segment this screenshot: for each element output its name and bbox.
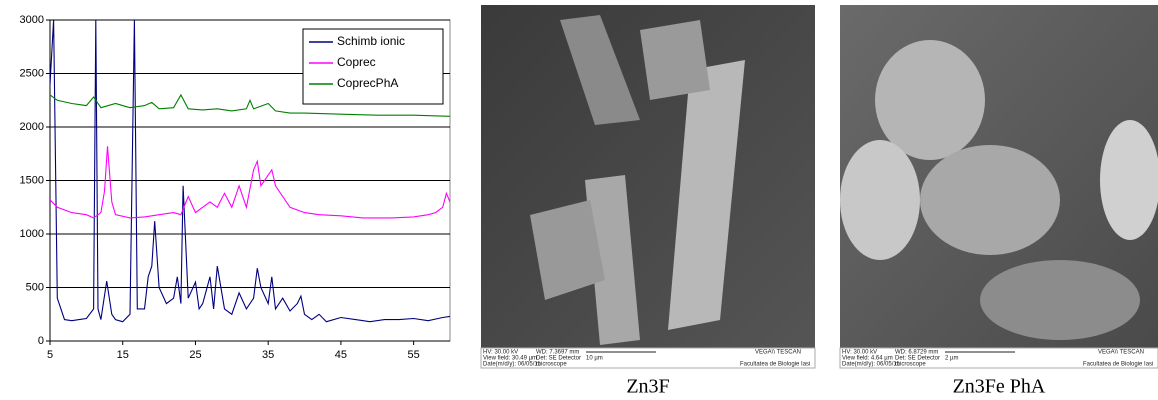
info-text: Facultatea de Biologie Iasi xyxy=(1083,362,1153,368)
x-tick-label: 55 xyxy=(408,349,420,361)
info-text: microscope xyxy=(536,362,567,368)
legend-label: Schimb ionic xyxy=(337,34,405,48)
x-tick-label: 15 xyxy=(117,349,129,361)
y-tick-label: 3000 xyxy=(20,14,44,26)
info-text: 2 µm xyxy=(945,356,958,362)
figure: 0 500 1000 1500 2000 2500 3000 5 15 25 35 45 55 Schim… xyxy=(0,0,1158,400)
y-tick-label: 2000 xyxy=(20,121,44,133)
y-tick-label: 1000 xyxy=(20,228,44,240)
image-caption: Zn3Fe PhA xyxy=(953,376,1046,398)
image-caption: Zn3F xyxy=(626,376,669,398)
y-tick-label: 500 xyxy=(26,281,44,293)
sem-image xyxy=(481,5,815,368)
legend-label: Coprec xyxy=(337,55,376,69)
legend: Schimb ionic Coprec CoprecPhA xyxy=(303,29,443,104)
info-text: VEGA\\ TESCAN xyxy=(1098,350,1144,356)
aggregate xyxy=(840,140,920,260)
aggregate xyxy=(920,145,1060,255)
y-tick-label: 0 xyxy=(38,335,44,347)
x-tick-label: 5 xyxy=(47,349,53,361)
x-tick-label: 35 xyxy=(262,349,274,361)
aggregate xyxy=(1100,120,1158,240)
aggregate xyxy=(875,40,985,160)
aggregate xyxy=(640,20,710,100)
info-text: 10 µm xyxy=(586,356,603,362)
sem-image xyxy=(840,5,1158,368)
info-text: Date(m/d/y): 06/05/11 xyxy=(483,362,541,368)
info-text: VEGA\\ TESCAN xyxy=(755,350,801,356)
aggregate xyxy=(980,260,1140,340)
y-tick-label: 2500 xyxy=(20,67,44,79)
info-text: Date(m/d/y): 06/05/11 xyxy=(842,362,900,368)
info-text: microscope xyxy=(895,362,926,368)
x-tick-label: 25 xyxy=(189,349,201,361)
y-tick-label: 1500 xyxy=(20,174,44,186)
legend-label: CoprecPhA xyxy=(337,76,398,90)
info-text: Facultatea de Biologie Iasi xyxy=(740,362,810,368)
x-tick-label: 45 xyxy=(335,349,347,361)
